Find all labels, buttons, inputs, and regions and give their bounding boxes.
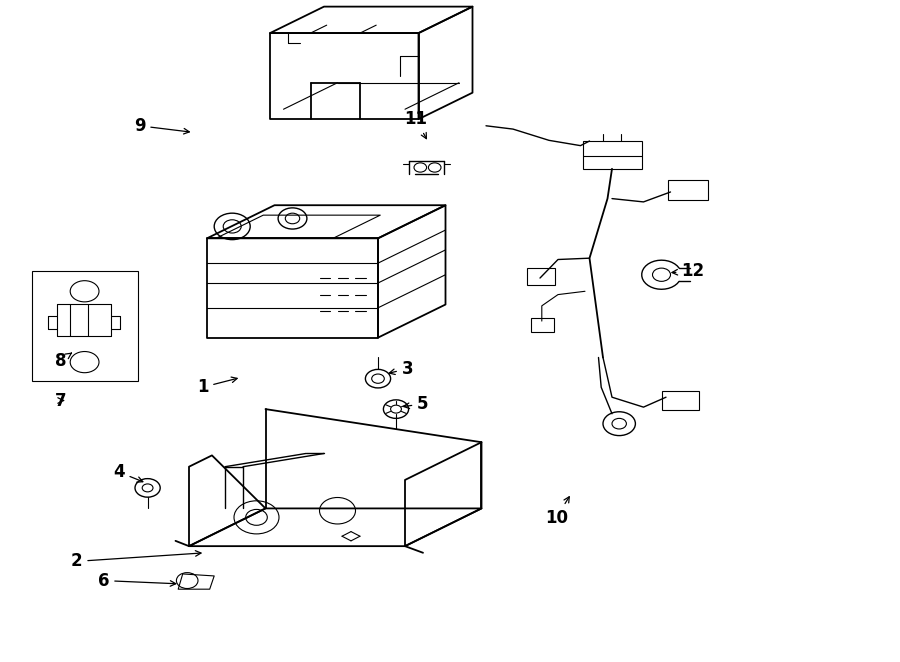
- Text: 6: 6: [98, 571, 176, 590]
- Text: 2: 2: [71, 551, 201, 571]
- Text: 5: 5: [404, 395, 428, 413]
- Bar: [583, 141, 642, 169]
- Bar: [526, 268, 555, 285]
- Text: 3: 3: [390, 359, 413, 378]
- Text: 7: 7: [55, 391, 66, 410]
- Text: 9: 9: [134, 117, 189, 135]
- Text: 11: 11: [404, 110, 428, 138]
- Text: 10: 10: [544, 496, 570, 527]
- Bar: [668, 180, 708, 200]
- Text: 12: 12: [672, 262, 705, 281]
- Bar: [531, 318, 554, 332]
- Bar: [662, 391, 699, 410]
- Bar: [32, 271, 138, 381]
- Text: 8: 8: [55, 352, 71, 370]
- Text: 4: 4: [113, 463, 143, 482]
- Text: 1: 1: [197, 377, 238, 397]
